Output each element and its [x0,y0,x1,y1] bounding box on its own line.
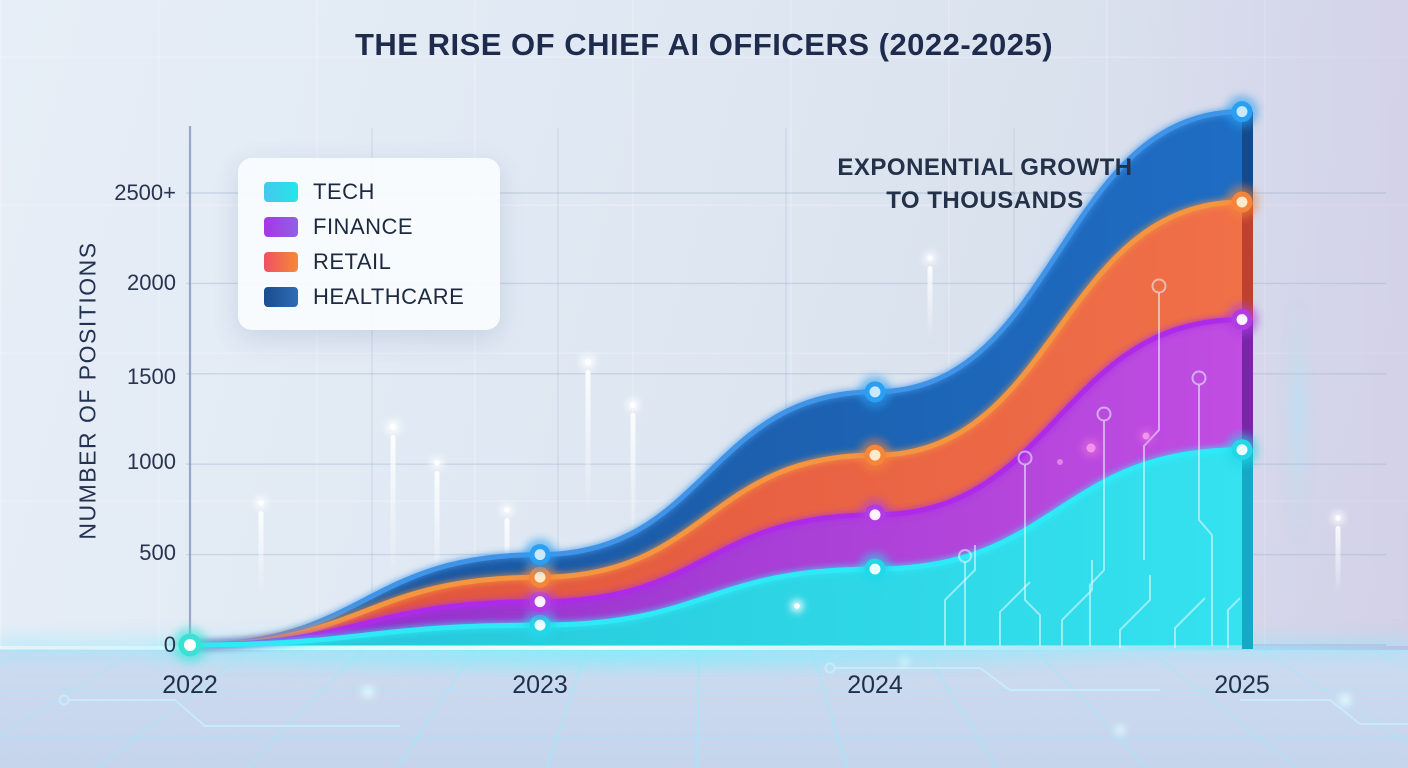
band-finance [190,319,1242,645]
marker-finance-2023 [523,585,557,618]
tech-swatch [264,181,298,202]
edge-finance [187,317,1245,648]
retail-swatch [264,251,298,272]
y-tick-500: 500 [139,540,176,565]
area-bands [187,109,1253,649]
y-tick-1500: 1500 [127,364,176,389]
annotation-line2: TO THOUSANDS [886,187,1084,214]
legend-label-retail: RETAIL [313,248,392,274]
band-tech [190,449,1242,645]
legend-item-tech: TECH [264,174,500,209]
annotation-line1: EXPONENTIAL GROWTH [837,154,1133,181]
marker-healthcare-2025 [1225,95,1259,128]
x-tick-2024: 2024 [847,671,903,699]
marker-origin-2022 [172,627,208,663]
data-point-markers [172,95,1259,663]
circuit-overlay [58,278,1408,735]
marker-tech-2024 [858,552,892,586]
marker-finance-2025 [1225,303,1259,336]
legend-label-finance: FINANCE [313,213,414,239]
marker-retail-2025 [1225,185,1259,219]
page-title: THE RISE OF CHIEF AI OFFICERS (2022-2025… [354,27,1054,62]
edge-healthcare [187,109,1245,648]
edge-retail [187,199,1245,648]
y-axis-title: NUMBER OF POSITIONS [74,241,101,540]
marker-tech-2025 [1225,433,1259,467]
marker-healthcare-2024 [858,375,892,409]
horizon-glow-line [0,646,1408,650]
band-retail [190,202,1242,645]
marker-retail-2023 [523,560,557,594]
marker-retail-2024 [858,438,892,472]
light-beams [255,165,1344,608]
y-tick-2500: 2500+ [114,180,176,205]
y-tick-0: 0 [163,632,176,657]
marker-finance-2024 [858,498,892,532]
y-tick-2000: 2000 [127,270,176,295]
y-tick-1000: 1000 [127,449,176,474]
legend-label-healthcare: HEALTHCARE [313,283,465,309]
healthcare-swatch [264,286,298,307]
edge-tech [187,447,1245,648]
x-tick-2022: 2022 [162,671,218,699]
x-tick-2025: 2025 [1214,671,1270,699]
legend-item-finance: FINANCE [264,209,500,244]
marker-healthcare-2023 [523,538,557,571]
finance-swatch [264,216,298,237]
legend-item-retail: RETAIL [264,244,500,279]
legend-label-tech: TECH [313,178,375,204]
marker-tech-2023 [523,608,557,642]
annotation-text: EXPONENTIAL GROWTH TO THOUSANDS [820,151,1150,217]
legend-item-healthcare: HEALTHCARE [264,279,500,314]
legend-card: TECH FINANCE RETAIL HEALTHCARE [238,158,500,330]
x-tick-2023: 2023 [512,671,568,699]
band-healthcare [190,111,1242,645]
